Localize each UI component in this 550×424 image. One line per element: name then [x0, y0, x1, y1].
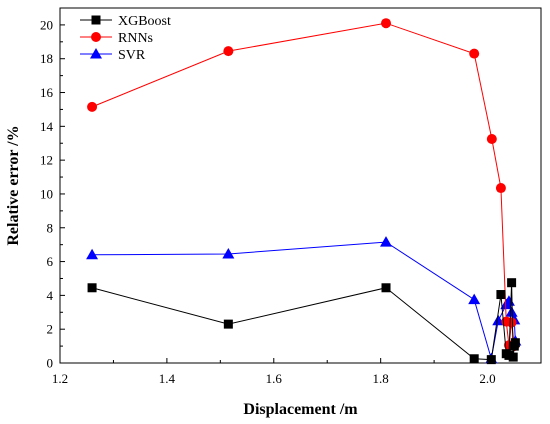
data-point [495, 183, 506, 194]
x-axis-title: Displacement /m [243, 401, 358, 418]
data-point [380, 236, 393, 247]
x-tick-label: 1.6 [266, 371, 283, 386]
legend-item: SVR [80, 48, 146, 63]
data-point [486, 355, 496, 365]
series-line [91, 22, 515, 347]
plot-border [59, 7, 542, 364]
x-tick-label: 1.4 [159, 371, 176, 386]
axis-ticks: 1.2 1.4 1.6 1.8 2.0 0 2 4 6 8 10 12 14 16 18 20 [40, 7, 496, 386]
data-point [87, 101, 98, 112]
data-point [86, 248, 99, 260]
data-point [486, 134, 497, 145]
data-point [496, 290, 506, 300]
plot-frame [59, 7, 542, 364]
y-axis-title: Relative error /% [5, 125, 22, 245]
x-tick-label: 2.0 [479, 371, 495, 386]
legend-item: XGBoost [80, 14, 171, 29]
x-tick-label: 1.8 [373, 371, 389, 386]
data-point [381, 283, 391, 293]
series-layer [86, 18, 522, 365]
data-point [508, 352, 518, 362]
y-tick-label: 4 [47, 288, 54, 303]
legend-label: SVR [118, 48, 146, 63]
legend: XGBoost RNNs SVR [80, 14, 171, 63]
y-tick-label: 20 [40, 17, 53, 32]
y-tick-label: 10 [40, 186, 53, 201]
y-tick-label: 12 [40, 153, 53, 168]
data-point [222, 247, 235, 259]
legend-marker [90, 48, 102, 59]
data-point [469, 48, 480, 59]
y-tick-label: 8 [47, 220, 54, 235]
x-tick-label: 1.2 [52, 371, 68, 386]
y-tick-label: 2 [47, 322, 54, 337]
data-point [506, 317, 517, 328]
data-point [492, 314, 505, 326]
data-point [510, 338, 520, 348]
y-tick-label: 0 [47, 356, 54, 371]
legend-label: RNNs [118, 31, 153, 46]
legend-marker [91, 32, 101, 42]
data-point [381, 18, 392, 29]
legend-marker [91, 15, 101, 25]
series-rnns [87, 18, 520, 352]
y-tick-label: 6 [47, 254, 54, 269]
data-point [469, 354, 479, 364]
data-point [223, 46, 234, 57]
y-tick-label: 18 [40, 51, 53, 66]
data-point [468, 293, 481, 305]
data-point [87, 283, 97, 293]
legend-label: XGBoost [118, 14, 171, 29]
series-xgboost [87, 278, 520, 365]
y-tick-label: 14 [40, 119, 54, 134]
series-line [91, 282, 516, 361]
y-tick-label: 16 [40, 85, 54, 100]
data-point [507, 278, 517, 288]
data-point [223, 319, 233, 329]
data-point [505, 306, 518, 317]
legend-item: RNNs [80, 31, 153, 46]
